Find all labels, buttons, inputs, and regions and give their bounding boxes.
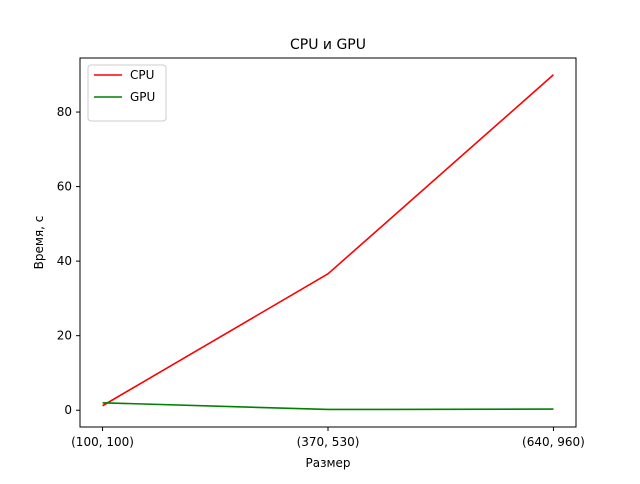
tick-layer: (100, 100) (370, 530) (640, 960) 0 20 40 60 80 (57, 105, 585, 449)
y-tick-label: 40 (57, 254, 72, 268)
series-line-gpu (102, 401, 554, 411)
plot-layer (102, 74, 554, 411)
y-tick-label: 0 (64, 403, 72, 417)
y-tick-label: 20 (57, 329, 72, 343)
series-line-cpu (102, 74, 554, 407)
y-tick-label: 60 (57, 180, 72, 194)
legend: CPU GPU (87, 64, 167, 122)
x-tick-label: (640, 960) (522, 435, 585, 449)
y-axis-label: Время, с (32, 216, 46, 270)
legend-label-gpu: GPU (130, 90, 155, 104)
x-axis-label: Размер (305, 456, 350, 470)
x-tick-label: (370, 530) (297, 435, 360, 449)
y-tick-label: 80 (57, 105, 72, 119)
legend-label-cpu: CPU (130, 68, 154, 82)
x-tick-label: (100, 100) (71, 435, 134, 449)
legend-box (87, 64, 167, 122)
chart-title: CPU и GPU (290, 37, 366, 53)
